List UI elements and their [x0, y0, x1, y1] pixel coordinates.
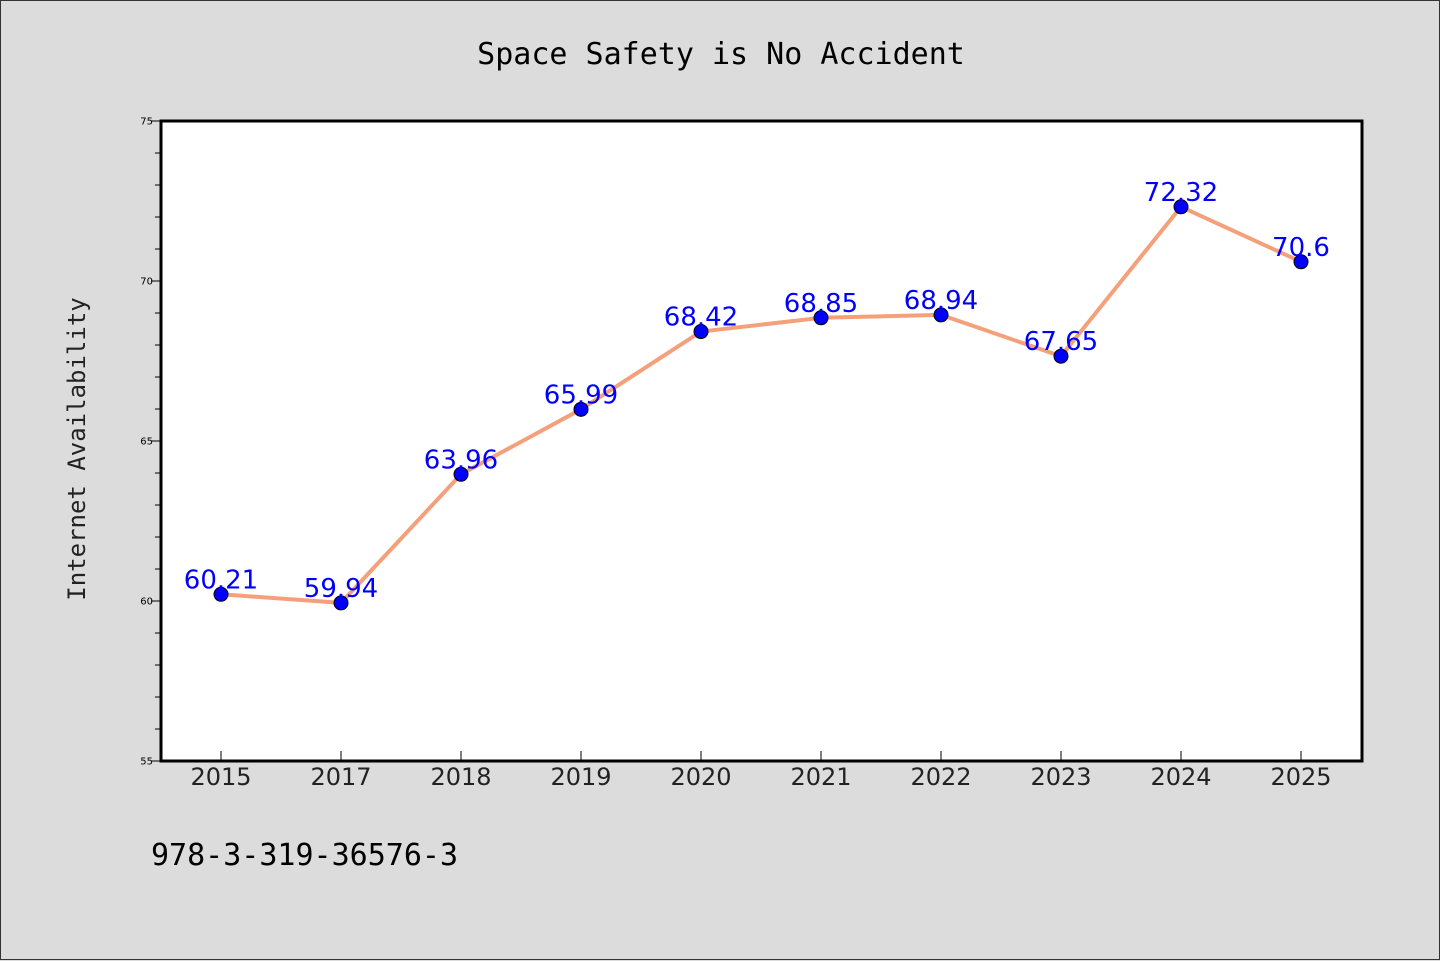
data-point-marker — [813, 310, 829, 326]
series-layer: 60.21 59.94 63.96 65.99 68.42 68.85 68.94 67.65… — [184, 178, 1330, 611]
x-axis: 2015 2017 2018 2019 2020 2021 2022 2023 2024 2025 — [190, 751, 1332, 791]
y-tick-label: 75 — [140, 117, 153, 128]
plot-area — [159, 119, 1364, 763]
x-tick-label: 2023 — [1030, 763, 1091, 791]
data-point-marker — [933, 307, 949, 323]
x-tick-label: 2017 — [310, 763, 371, 791]
x-tick-label: 2018 — [430, 763, 491, 791]
x-tick-label: 2015 — [190, 763, 251, 791]
data-point-marker — [1293, 254, 1309, 270]
y-tick-label: 70 — [140, 277, 153, 288]
data-label: 72.32 — [1144, 178, 1218, 208]
data-point-marker — [453, 466, 469, 482]
data-label: 68.85 — [784, 289, 858, 319]
data-label: 68.42 — [664, 303, 738, 333]
y-tick-label: 60 — [140, 597, 153, 608]
x-tick-label: 2021 — [790, 763, 851, 791]
series-line — [220, 204, 1302, 605]
data-label: 63.96 — [424, 445, 498, 475]
data-label: 65.99 — [544, 380, 618, 410]
y-axis: 55 60 65 70 75 — [140, 117, 161, 768]
data-point-marker — [1053, 348, 1069, 364]
footer-isbn: 978-3-319-36576-3 — [151, 838, 458, 873]
data-label: 68.94 — [904, 286, 978, 316]
y-tick-label: 55 — [140, 757, 153, 768]
data-label: 67.65 — [1024, 327, 1098, 357]
data-point-marker — [1173, 199, 1189, 215]
x-tick-label: 2022 — [910, 763, 971, 791]
data-point-marker — [213, 586, 229, 602]
y-tick-label: 65 — [140, 437, 153, 448]
chart-title: Space Safety is No Accident — [477, 37, 965, 72]
x-tick-label: 2024 — [1150, 763, 1211, 791]
data-point-marker — [693, 324, 709, 340]
data-label: 70.6 — [1272, 233, 1330, 263]
data-point-marker — [333, 595, 349, 611]
data-label: 60.21 — [184, 565, 258, 595]
x-tick-label: 2025 — [1270, 763, 1331, 791]
y-axis-label: Internet Availability — [63, 297, 91, 600]
data-point-marker — [573, 401, 589, 417]
x-tick-label: 2020 — [670, 763, 731, 791]
data-label: 59.94 — [304, 574, 378, 604]
x-tick-label: 2019 — [550, 763, 611, 791]
